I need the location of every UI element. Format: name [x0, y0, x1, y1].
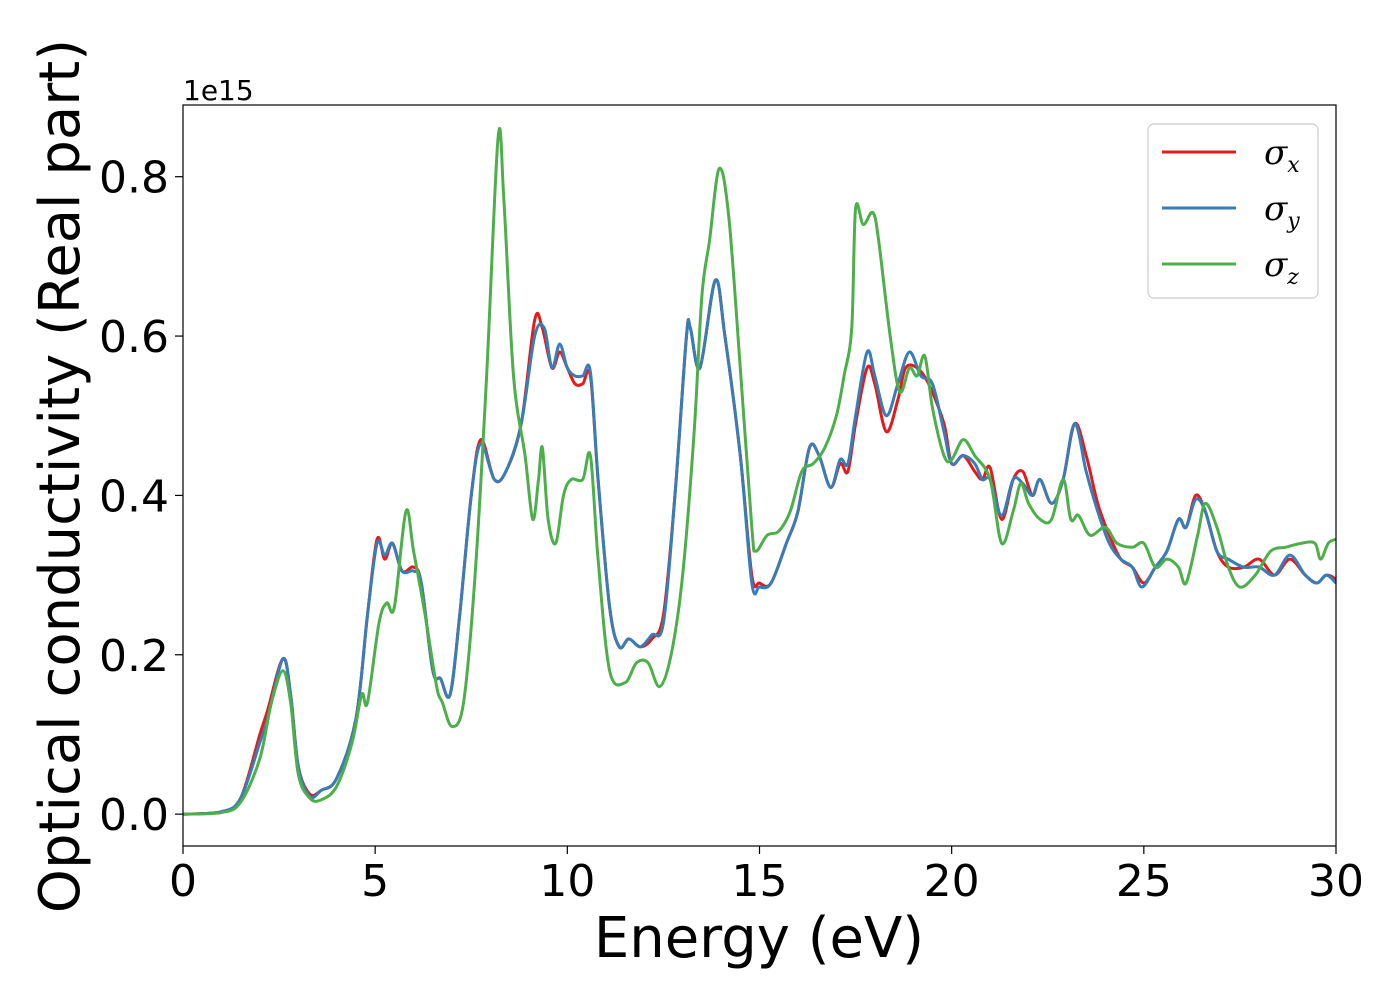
ticks-layer: 0 5 10 15 20 25 30 0.0 0.2 0.4 0.6 0.8: [99, 153, 1364, 907]
x-tick-label: 0: [169, 856, 197, 907]
x-tick-label: 25: [1116, 856, 1172, 907]
y-tick-label: 0.2: [99, 631, 169, 682]
series-layer: [182, 127, 1338, 816]
x-tick-label: 10: [539, 856, 595, 907]
y-tick-label: 0.6: [99, 312, 169, 363]
x-axis-label: Energy (eV): [594, 906, 924, 971]
y-tick-label: 0.4: [99, 471, 169, 522]
y-tick-label: 0.0: [99, 790, 169, 841]
x-tick-label: 5: [361, 856, 389, 907]
legend-box: [1147, 123, 1319, 299]
legend-label-z: σz: [1264, 245, 1299, 290]
y-axis-label: Optical conductivity (Real part): [28, 39, 93, 913]
x-tick-label: 15: [732, 856, 788, 907]
x-tick-label: 20: [924, 856, 980, 907]
legend-label-x: σx: [1264, 133, 1300, 178]
legend-label-y: σy: [1264, 189, 1300, 234]
x-tick-label: 30: [1308, 856, 1364, 907]
y-tick-label: 0.8: [99, 153, 169, 204]
legend: σx σy σz: [1147, 123, 1319, 299]
series-line-z: [182, 127, 1337, 816]
y-offset-label: 1e15: [183, 74, 254, 107]
